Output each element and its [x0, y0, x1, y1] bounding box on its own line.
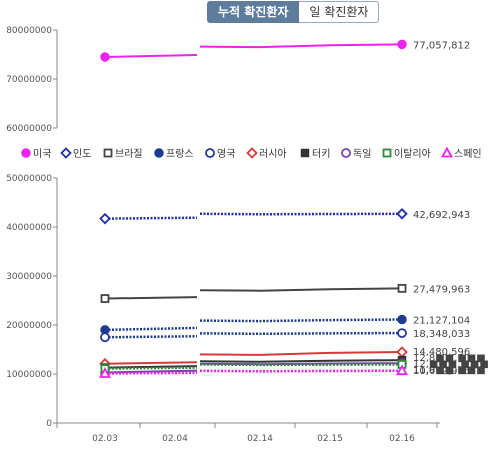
- series-end-point-1: [396, 208, 408, 220]
- end-value-label: 11,9■■,■■■: [413, 365, 486, 376]
- y-tick-label: 80000000: [6, 26, 52, 36]
- series-line-start-4: [104, 335, 198, 339]
- legend-label: 스페인: [454, 148, 482, 160]
- series-end-point-2: [397, 283, 407, 293]
- cumulative-cases-tab[interactable]: 누적 확진환자: [207, 1, 300, 23]
- end-value-label: 27,479,963: [413, 284, 470, 295]
- series-end-point-4: [397, 328, 407, 338]
- series-line-start-0: [104, 53, 198, 58]
- series-start-point-4: [100, 332, 110, 343]
- y-tick-label: 50000000: [6, 174, 52, 184]
- x-tick-label: 02.04: [162, 434, 188, 444]
- series-line-start-9: [104, 371, 198, 375]
- series-line-start-1: [104, 216, 198, 220]
- series-line-end-6: [199, 359, 403, 363]
- series-line-end-9: [199, 369, 403, 373]
- end-value-label: 18,348,033: [413, 329, 470, 340]
- series-line-end-0: [199, 43, 403, 49]
- end-value-label: 12,■■■,■■■: [413, 359, 489, 370]
- legend-label: 미국: [33, 148, 51, 160]
- series-start-point-1: [99, 212, 111, 225]
- y-tick-label: 30000000: [6, 272, 52, 282]
- series-line-end-3: [199, 318, 403, 323]
- legend-label: 러시아: [259, 148, 287, 160]
- y-tick-label: 10000000: [6, 370, 52, 380]
- legend-label: 이탈리아: [394, 147, 431, 160]
- y-tick-label: 70000000: [6, 75, 52, 85]
- series-line-start-5: [104, 361, 198, 365]
- legend-marker-8: [382, 148, 392, 158]
- end-value-label: 77,057,812: [413, 40, 470, 51]
- series-line-end-2: [199, 287, 403, 292]
- series-line-end-1: [199, 212, 403, 216]
- end-value-label: 10,672,906: [413, 366, 470, 377]
- legend-marker-5: [246, 147, 258, 159]
- end-value-label: 42,692,943: [413, 210, 470, 221]
- legend-label: 프랑스: [166, 148, 194, 160]
- legend-marker-9: [440, 146, 454, 158]
- y-tick-label: 20000000: [6, 321, 52, 331]
- x-tick-label: 02.14: [247, 434, 273, 444]
- series-start-point-9: [98, 367, 112, 378]
- view-toggle: 누적 확진환자 일 확진환자: [207, 1, 380, 23]
- legend-marker-1: [60, 147, 72, 159]
- legend-label: 브라질: [115, 148, 143, 160]
- series-end-point-3: [397, 314, 407, 325]
- series-line-end-5: [199, 351, 403, 356]
- legend-marker-6: [300, 148, 310, 158]
- x-tick-label: 02.03: [92, 434, 118, 444]
- series-line-end-8: [199, 363, 403, 367]
- x-tick-label: 02.15: [317, 434, 343, 444]
- legend-label: 터키: [312, 148, 330, 160]
- series-start-point-0: [100, 52, 110, 62]
- legend-marker-0: [21, 148, 31, 158]
- legend-label: 영국: [217, 148, 235, 160]
- series-line-start-3: [104, 326, 198, 332]
- series-line-end-4: [199, 331, 403, 336]
- end-value-label: 14,480,596: [413, 347, 470, 358]
- legend-marker-2: [103, 148, 113, 158]
- daily-cases-tab[interactable]: 일 확진환자: [299, 1, 380, 23]
- legend-label: 인도: [73, 148, 91, 160]
- end-value-label: 12,8■■,■■■: [413, 353, 486, 364]
- y-tick-label: 40000000: [6, 223, 52, 233]
- series-start-point-2: [100, 294, 110, 303]
- series-line-start-8: [104, 366, 198, 370]
- x-tick-label: 02.16: [389, 434, 415, 444]
- series-end-point-0: [397, 39, 407, 50]
- legend-marker-7: [341, 148, 351, 158]
- y-tick-label: 60000000: [6, 124, 52, 134]
- legend-marker-3: [154, 148, 164, 158]
- series-line-start-2: [104, 296, 198, 300]
- y-tick-label: 0: [46, 419, 52, 429]
- series-end-point-9: [395, 364, 409, 376]
- legend-label: 독일: [353, 148, 371, 160]
- series-end-point-5: [396, 346, 408, 358]
- end-value-label: 21,127,104: [413, 315, 470, 326]
- legend-marker-4: [205, 148, 215, 158]
